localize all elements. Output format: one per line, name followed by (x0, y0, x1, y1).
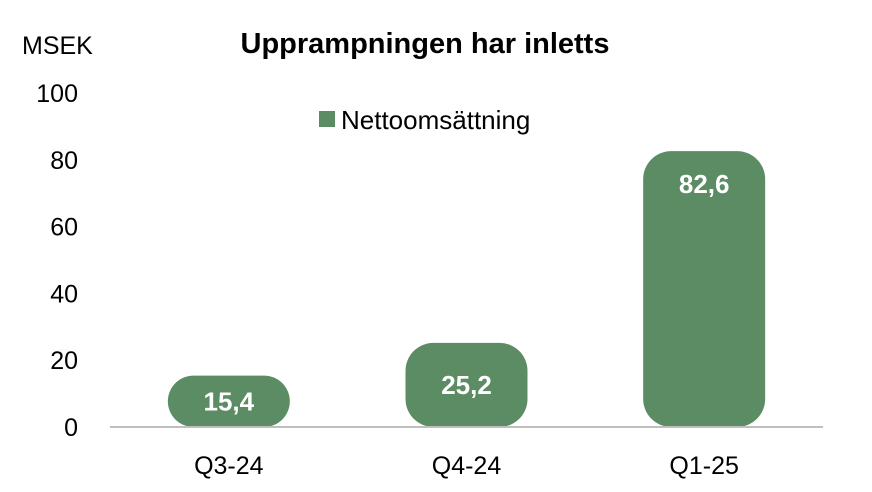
bar-value-label: 25,2 (441, 370, 492, 400)
x-category-label: Q4-24 (432, 452, 502, 480)
x-axis-categories: Q3-24 Q4-24 Q1-25 (194, 452, 739, 480)
y-tick-label: 60 (50, 214, 78, 242)
bar (405, 342, 528, 427)
legend: Nettoomsättning (319, 105, 530, 135)
bars: 15,4 25,2 82,6 (167, 151, 766, 427)
bar-value-label: 82,6 (679, 169, 730, 199)
y-tick-label: 80 (50, 147, 78, 175)
legend-swatch (319, 111, 335, 127)
y-axis-ticks: 0 20 40 60 80 100 (36, 80, 78, 442)
legend-label: Nettoomsättning (341, 105, 530, 135)
bar (643, 151, 766, 427)
y-tick-label: 20 (50, 347, 78, 375)
bar (167, 375, 290, 427)
x-category-label: Q3-24 (194, 452, 264, 480)
x-category-label: Q1-25 (669, 452, 738, 480)
y-tick-label: 40 (50, 280, 78, 308)
y-axis-unit-label: MSEK (22, 32, 93, 60)
chart-title: Upprampningen har inletts (241, 28, 610, 60)
y-tick-label: 0 (64, 414, 78, 442)
bar-value-label: 15,4 (204, 386, 255, 416)
y-tick-label: 100 (36, 80, 78, 108)
